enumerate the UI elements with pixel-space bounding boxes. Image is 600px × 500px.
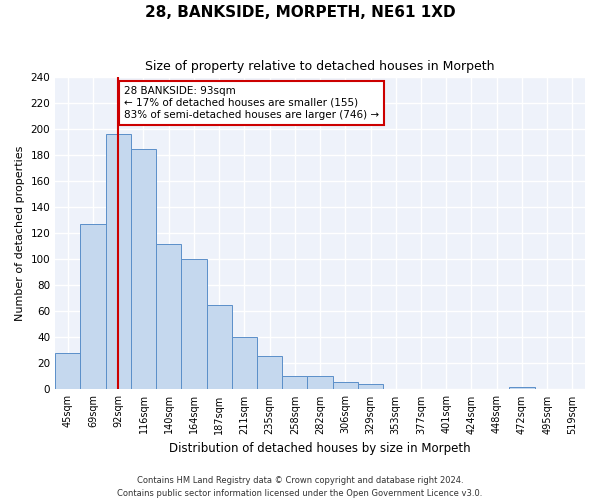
Bar bbox=[55, 353, 80, 390]
Y-axis label: Number of detached properties: Number of detached properties bbox=[15, 146, 25, 321]
Text: Contains HM Land Registry data © Crown copyright and database right 2024.
Contai: Contains HM Land Registry data © Crown c… bbox=[118, 476, 482, 498]
Bar bbox=[307, 376, 332, 390]
Bar bbox=[282, 376, 307, 390]
Text: 28, BANKSIDE, MORPETH, NE61 1XD: 28, BANKSIDE, MORPETH, NE61 1XD bbox=[145, 5, 455, 20]
Title: Size of property relative to detached houses in Morpeth: Size of property relative to detached ho… bbox=[145, 60, 495, 73]
Bar bbox=[131, 148, 156, 390]
Bar bbox=[232, 338, 257, 390]
Bar bbox=[332, 382, 358, 390]
Text: 28 BANKSIDE: 93sqm
← 17% of detached houses are smaller (155)
83% of semi-detach: 28 BANKSIDE: 93sqm ← 17% of detached hou… bbox=[124, 86, 379, 120]
Bar bbox=[206, 305, 232, 390]
Bar bbox=[181, 259, 206, 390]
Bar bbox=[106, 134, 131, 390]
Bar bbox=[509, 387, 535, 390]
Bar bbox=[358, 384, 383, 390]
Bar bbox=[257, 356, 282, 390]
Bar bbox=[156, 244, 181, 390]
Bar bbox=[80, 224, 106, 390]
X-axis label: Distribution of detached houses by size in Morpeth: Distribution of detached houses by size … bbox=[169, 442, 471, 455]
